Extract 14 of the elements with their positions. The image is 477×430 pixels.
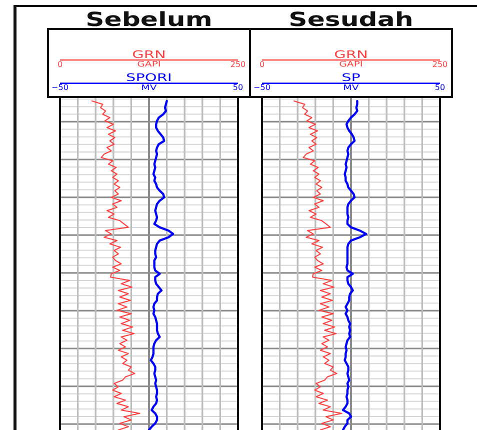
x2-tick-label: 50 — [434, 83, 446, 92]
text: GRN — [132, 48, 166, 62]
text: GRN — [334, 48, 368, 62]
chart-title: Sesudah — [288, 9, 414, 32]
series-label: SP — [342, 72, 361, 84]
x-tick-label: 0 — [259, 60, 265, 69]
x-tick-label: 250 — [432, 60, 448, 69]
x2-tick-label: 50 — [232, 83, 244, 92]
x-tick-label: 0 — [57, 60, 63, 69]
series-label: SPORI — [126, 72, 172, 84]
x-tick-label: 250 — [230, 60, 246, 69]
x2-tick-label: −50 — [52, 83, 68, 92]
x2-tick-label: −50 — [254, 83, 270, 92]
chart-title: Sebelum — [86, 9, 212, 32]
